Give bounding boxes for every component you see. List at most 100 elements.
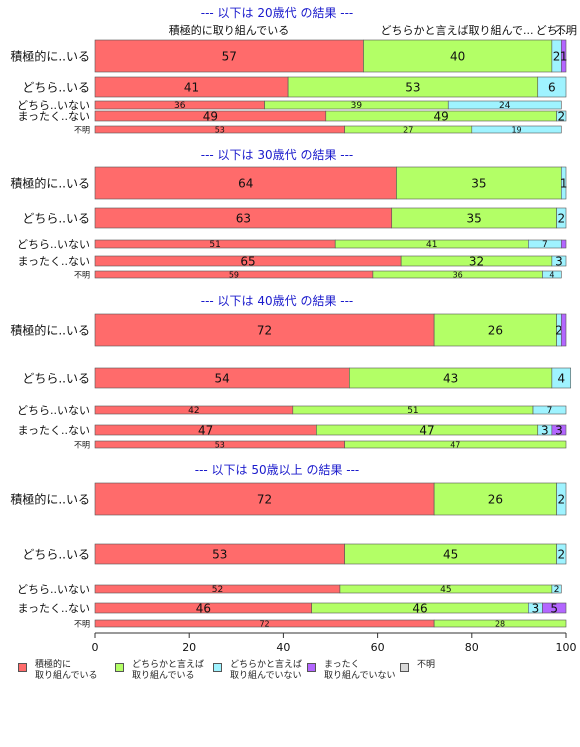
data-label: 54 bbox=[215, 371, 230, 385]
column-header: どち... bbox=[536, 24, 569, 37]
data-label: 32 bbox=[469, 254, 484, 268]
bar-segment bbox=[556, 110, 567, 122]
bar-segment bbox=[551, 367, 572, 389]
row-label: どちら..いる bbox=[22, 80, 90, 94]
data-label: 2 bbox=[557, 492, 565, 506]
data-label: 72 bbox=[259, 619, 269, 628]
data-label: 43 bbox=[443, 371, 458, 385]
legend-label: 積極的に 取り組んでいる bbox=[35, 660, 98, 681]
legend-swatch bbox=[18, 663, 27, 672]
bar-segment bbox=[433, 482, 557, 516]
bar-segment bbox=[551, 255, 567, 267]
data-label: 1 bbox=[560, 49, 568, 63]
bar-segment bbox=[94, 482, 435, 516]
legend-swatch bbox=[400, 663, 409, 672]
data-label: 4 bbox=[557, 371, 565, 385]
data-label: 51 bbox=[407, 406, 418, 416]
x-tick-label: 60 bbox=[371, 641, 385, 654]
data-label: 49 bbox=[203, 109, 218, 123]
data-label: 72 bbox=[257, 492, 272, 506]
bar-segment bbox=[556, 207, 567, 229]
legend: 積極的に 取り組んでいる どちらかと言えば 取り組んでいる どちらかと言えば 取… bbox=[18, 660, 578, 690]
row-label: 不明 bbox=[74, 440, 90, 449]
x-tick-label: 80 bbox=[465, 641, 479, 654]
stacked-bar-chart: 積極的に取り組んでいる どちらかと言えば取り組んで... どち...不明--- 以下… bbox=[10, 6, 577, 654]
data-label: 46 bbox=[196, 601, 211, 615]
x-tick-label: 100 bbox=[556, 641, 577, 654]
column-header: 不明 bbox=[555, 24, 577, 37]
row-label: まったく..ない bbox=[17, 255, 90, 268]
legend-label: どちらかと言えば 取り組んでいない bbox=[230, 660, 303, 681]
bar-segment bbox=[344, 440, 567, 449]
row-label: どちら..いる bbox=[22, 547, 90, 561]
data-label: 2 bbox=[557, 109, 565, 123]
data-label: 45 bbox=[440, 585, 451, 595]
row-label: まったく..ない bbox=[17, 110, 90, 123]
bar-segment bbox=[363, 39, 553, 73]
bar-segment bbox=[433, 313, 557, 347]
data-label: 65 bbox=[240, 254, 255, 268]
column-header: どちらかと言えば取り組んで... bbox=[381, 24, 534, 37]
legend-item: まったく 取り組んでいない bbox=[307, 660, 396, 682]
data-label: 26 bbox=[488, 323, 503, 337]
bar-segment bbox=[556, 482, 567, 516]
data-label: 36 bbox=[174, 101, 186, 111]
data-label: 3 bbox=[532, 601, 540, 615]
data-label: 64 bbox=[238, 176, 253, 190]
data-label: 47 bbox=[450, 440, 460, 449]
bar-segment bbox=[551, 584, 562, 594]
legend-item: 不明 bbox=[400, 660, 435, 672]
row-label: 積極的に..いる bbox=[10, 322, 90, 337]
data-label: 59 bbox=[229, 270, 239, 279]
data-label: 2 bbox=[557, 547, 565, 561]
data-label: 49 bbox=[434, 109, 449, 123]
legend-item: どちらかと言えば 取り組んでいる bbox=[115, 660, 204, 682]
row-label: 積極的に..いる bbox=[10, 491, 90, 506]
data-label: 45 bbox=[443, 547, 458, 561]
data-label: 41 bbox=[426, 240, 437, 250]
bar-segment bbox=[471, 125, 562, 134]
bar-segment bbox=[560, 39, 567, 73]
legend-item: どちらかと言えば 取り組んでいない bbox=[213, 660, 302, 682]
data-label: 40 bbox=[450, 49, 465, 63]
data-label: 24 bbox=[499, 101, 511, 111]
row-label: まったく..ない bbox=[17, 424, 90, 437]
data-label: 42 bbox=[188, 406, 199, 416]
bar-segment bbox=[542, 270, 562, 279]
legend-swatch bbox=[307, 663, 316, 672]
bar-segment bbox=[560, 166, 567, 200]
row-label: 不明 bbox=[74, 270, 90, 279]
bar-segment bbox=[560, 313, 567, 347]
data-label: 2 bbox=[557, 211, 565, 225]
row-label: どちら..いない bbox=[17, 99, 90, 112]
row-label: どちら..いる bbox=[22, 371, 90, 385]
row-label: どちら..いる bbox=[22, 211, 90, 225]
bar-segment bbox=[551, 424, 567, 436]
row-label: 積極的に..いる bbox=[10, 48, 90, 63]
data-label: 3 bbox=[555, 423, 563, 437]
data-label: 2 bbox=[554, 585, 560, 595]
legend-label: 不明 bbox=[417, 660, 436, 670]
data-label: 4 bbox=[549, 270, 554, 279]
bar-segment bbox=[560, 239, 567, 249]
bar-segment bbox=[542, 602, 567, 614]
bar-segment bbox=[94, 166, 397, 200]
data-label: 53 bbox=[215, 440, 225, 449]
legend-label: まったく 取り組んでいない bbox=[324, 660, 396, 681]
data-label: 19 bbox=[511, 125, 521, 134]
bar-segment bbox=[396, 166, 562, 200]
panel-title: --- 以下は 30歳代 の結果 --- bbox=[201, 148, 354, 162]
row-label: まったく..ない bbox=[17, 602, 90, 615]
row-label: どちら..いない bbox=[17, 238, 90, 251]
data-label: 51 bbox=[209, 240, 220, 250]
data-label: 5 bbox=[550, 601, 558, 615]
data-label: 63 bbox=[236, 211, 251, 225]
bar-segment bbox=[532, 405, 567, 415]
row-label: 不明 bbox=[74, 125, 90, 134]
row-label: 不明 bbox=[74, 619, 90, 628]
data-label: 72 bbox=[257, 323, 272, 337]
data-label: 53 bbox=[215, 125, 225, 134]
data-label: 26 bbox=[488, 492, 503, 506]
panel-title: --- 以下は 50歳以上 の結果 --- bbox=[195, 463, 360, 477]
data-label: 36 bbox=[453, 270, 463, 279]
